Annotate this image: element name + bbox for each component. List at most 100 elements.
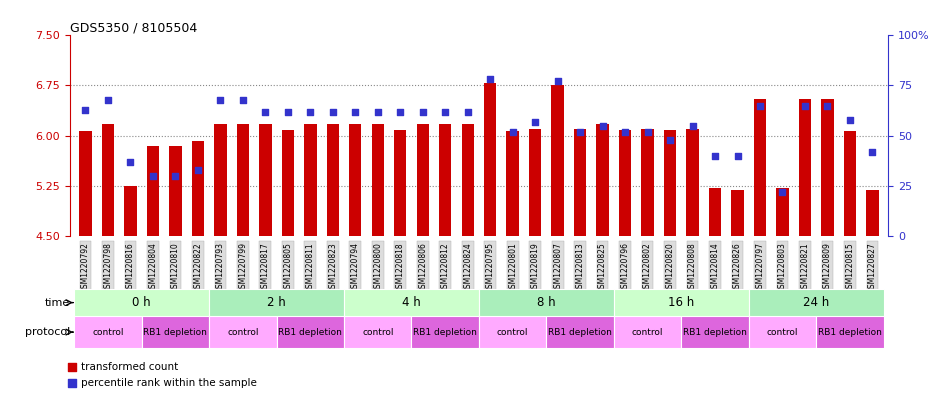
Point — [326, 108, 340, 115]
Point — [730, 152, 745, 159]
Point — [348, 108, 363, 115]
Point — [416, 108, 431, 115]
Bar — [141, 316, 209, 348]
Point — [595, 122, 610, 129]
Bar — [349, 124, 362, 236]
Point — [235, 96, 250, 103]
Point — [708, 152, 723, 159]
Point — [483, 76, 498, 83]
Text: control: control — [362, 328, 393, 336]
Bar — [411, 316, 479, 348]
Bar — [754, 99, 766, 236]
Point — [865, 149, 880, 155]
Bar — [344, 289, 479, 316]
Text: RB1 depletion: RB1 depletion — [548, 328, 612, 336]
Point — [438, 108, 453, 115]
Point — [316, 313, 331, 320]
Text: RB1 depletion: RB1 depletion — [413, 328, 477, 336]
Text: control: control — [497, 328, 528, 336]
Bar — [147, 146, 159, 236]
Point — [392, 108, 407, 115]
Point — [303, 108, 318, 115]
Bar — [169, 146, 181, 236]
Point — [316, 170, 331, 176]
Text: transformed count: transformed count — [81, 362, 179, 372]
Bar — [551, 86, 564, 236]
Bar — [276, 316, 344, 348]
Bar — [479, 316, 547, 348]
Text: RB1 depletion: RB1 depletion — [143, 328, 207, 336]
Bar — [844, 131, 857, 236]
Bar — [642, 129, 654, 236]
Bar — [282, 130, 294, 236]
Bar — [614, 316, 682, 348]
Bar — [417, 124, 429, 236]
Text: 24 h: 24 h — [804, 296, 830, 309]
Text: GDS5350 / 8105504: GDS5350 / 8105504 — [70, 21, 197, 34]
Text: control: control — [227, 328, 259, 336]
Point — [460, 108, 475, 115]
Point — [775, 189, 790, 195]
Point — [551, 78, 565, 84]
Bar — [79, 131, 92, 236]
Bar — [439, 124, 451, 236]
Bar — [74, 289, 209, 316]
Bar — [237, 124, 249, 236]
Bar — [214, 124, 227, 236]
Text: 8 h: 8 h — [538, 296, 556, 309]
Bar — [682, 316, 749, 348]
Bar — [484, 83, 497, 236]
Bar — [596, 124, 609, 236]
Text: percentile rank within the sample: percentile rank within the sample — [81, 378, 258, 388]
Point — [145, 173, 160, 179]
Bar — [479, 289, 614, 316]
Bar — [821, 99, 833, 236]
Text: time: time — [45, 298, 70, 308]
Point — [168, 173, 183, 179]
Bar — [74, 316, 141, 348]
Point — [78, 107, 93, 113]
Text: 16 h: 16 h — [668, 296, 695, 309]
Point — [618, 129, 632, 135]
Bar — [304, 124, 316, 236]
Bar — [209, 316, 276, 348]
Point — [100, 96, 115, 103]
Bar — [618, 130, 631, 236]
Point — [258, 108, 272, 115]
Bar — [799, 99, 811, 236]
Text: 2 h: 2 h — [267, 296, 286, 309]
Bar — [749, 316, 817, 348]
Bar — [731, 190, 744, 236]
Point — [123, 158, 138, 165]
Point — [505, 129, 520, 135]
Point — [843, 116, 857, 123]
Text: control: control — [631, 328, 663, 336]
Point — [213, 96, 228, 103]
Point — [685, 122, 700, 129]
Bar — [614, 289, 749, 316]
Point — [640, 129, 655, 135]
Bar — [574, 129, 586, 236]
Text: 4 h: 4 h — [402, 296, 421, 309]
Point — [281, 108, 296, 115]
Point — [820, 102, 835, 108]
Bar — [686, 129, 698, 236]
Text: RB1 depletion: RB1 depletion — [278, 328, 342, 336]
Bar — [461, 124, 474, 236]
Point — [752, 102, 767, 108]
Text: control: control — [766, 328, 798, 336]
Text: 0 h: 0 h — [132, 296, 151, 309]
Point — [573, 129, 588, 135]
Point — [191, 167, 206, 173]
Bar — [507, 131, 519, 236]
Bar — [394, 130, 406, 236]
Bar — [125, 186, 137, 236]
Bar — [749, 289, 884, 316]
Bar — [192, 141, 204, 236]
Bar — [664, 130, 676, 236]
Point — [370, 108, 385, 115]
Bar — [101, 124, 114, 236]
Text: protocol: protocol — [25, 327, 70, 337]
Bar — [209, 289, 344, 316]
Text: control: control — [92, 328, 124, 336]
